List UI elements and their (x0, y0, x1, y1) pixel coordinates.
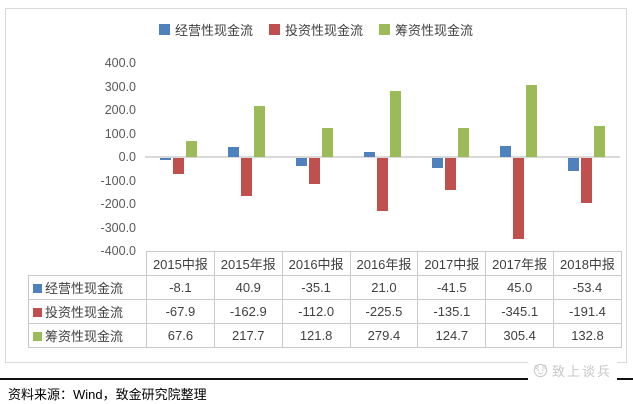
table-value-cell: 67.6 (146, 323, 215, 348)
bar-经营性现金流-2017年报 (499, 146, 511, 157)
legend-swatch-icon (268, 24, 280, 35)
y-axis-tick-label: -200.0 (100, 197, 136, 211)
bar-投资性现金流-2018中报 (580, 158, 592, 203)
bar-筹资性现金流-2016年报 (390, 91, 401, 157)
bar-投资性现金流-2015中报 (173, 158, 185, 174)
y-axis-tick-label: 200.0 (104, 103, 136, 117)
table-column-header: 2016年报 (349, 251, 419, 276)
table-value-cell: -112.0 (281, 299, 351, 324)
table-value-cell: -225.5 (349, 299, 419, 324)
y-axis-tick-label: 400.0 (104, 56, 136, 70)
bar-投资性现金流-2016年报 (377, 158, 388, 211)
row-swatch-icon (33, 332, 42, 341)
legend-label: 经营性现金流 (174, 23, 253, 38)
y-axis-tick-label: 300.0 (104, 79, 136, 94)
table-column-header: 2015年报 (213, 251, 283, 276)
y-axis-tick-label: -400.0 (100, 244, 136, 258)
row-swatch-icon (33, 284, 42, 293)
brand-watermark-text: 致上谈兵 (551, 364, 612, 379)
bar-经营性现金流-2015年报 (228, 147, 240, 157)
table-row: 投资性现金流 -67.9 -162.9 -112.0 -225.5 -135.1 -345.… (28, 299, 622, 324)
legend-item-2: 筹资性现金流 (379, 20, 473, 39)
legend-label: 筹资性现金流 (395, 23, 474, 38)
bar-投资性现金流-2017中报 (444, 158, 456, 190)
table-value-cell: -53.4 (553, 275, 622, 300)
y-axis-tick-label: 0.0 (118, 150, 136, 164)
table-column-header: 2017中报 (417, 251, 487, 276)
bar-经营性现金流-2017中报 (431, 158, 443, 168)
table-value-cell: -8.1 (146, 275, 215, 300)
legend-swatch-icon (379, 24, 390, 35)
plot-area (145, 63, 620, 251)
table-header-row: 2015中报 2015年报 2016中报 2016年报 2017中报 2017年报 2018… (29, 251, 622, 276)
table-value-cell: 124.7 (417, 323, 487, 348)
table-value-cell: 217.7 (213, 323, 283, 348)
y-axis-tick-label: 100.0 (104, 126, 136, 141)
table-value-cell: -67.9 (146, 299, 215, 324)
table-column-header: 2017年报 (485, 251, 555, 276)
row-swatch-icon (33, 308, 42, 317)
source-note: 资料来源：Wind，致金研究院整理 (8, 387, 207, 402)
chart-legend: 经营性现金流 投资性现金流 筹资性现金流 (6, 20, 626, 39)
bar-投资性现金流-2015年报 (241, 158, 253, 197)
legend-label: 投资性现金流 (284, 23, 363, 38)
table-column-header: 2016中报 (281, 251, 351, 276)
table-value-cell: -41.5 (417, 275, 487, 300)
bar-投资性现金流-2016中报 (309, 158, 321, 185)
table-column-header: 2018中报 (553, 251, 622, 276)
table-blank-cell (29, 252, 147, 276)
bar-筹资性现金流-2017年报 (525, 85, 537, 157)
table-value-cell: -191.4 (553, 299, 622, 324)
table-value-cell: 279.4 (349, 323, 419, 348)
cash-flow-chart: 经营性现金流 投资性现金流 筹资性现金流 400.0 300.0 200.0 100.0 0… (5, 8, 627, 363)
table-row-label: 筹资性现金流 (28, 323, 147, 348)
chart-data-table: 2015中报 2015年报 2016中报 2016年报 2017中报 2017年报 2018… (28, 251, 622, 348)
bar-投资性现金流-2017年报 (512, 158, 524, 240)
legend-item-1: 投资性现金流 (268, 20, 363, 39)
legend-item-0: 经营性现金流 (158, 20, 253, 39)
table-value-cell: -135.1 (417, 299, 487, 324)
table-row-label: 经营性现金流 (28, 275, 147, 300)
legend-swatch-icon (158, 24, 170, 35)
bar-经营性现金流-2015中报 (160, 158, 172, 160)
table-value-cell: 21.0 (349, 275, 419, 300)
table-value-cell: -35.1 (281, 275, 351, 300)
table-row: 经营性现金流 -8.1 40.9 -35.1 21.0 -41.5 45.0 -53.4 (28, 275, 622, 300)
bar-筹资性现金流-2017中报 (457, 127, 469, 157)
table-column-header: 2015中报 (146, 251, 215, 276)
table-value-cell: 132.8 (553, 323, 622, 348)
footer-divider (0, 378, 633, 380)
bar-经营性现金流-2018中报 (567, 158, 579, 171)
brand-watermark: 致上谈兵 (527, 361, 617, 380)
table-row-label: 投资性现金流 (28, 299, 147, 324)
table-value-cell: 40.9 (213, 275, 283, 300)
bar-筹资性现金流-2018中报 (593, 125, 605, 157)
table-value-cell: -162.9 (213, 299, 283, 324)
bar-经营性现金流-2016中报 (296, 158, 308, 167)
table-value-cell: 45.0 (485, 275, 555, 300)
table-row: 筹资性现金流 67.6 217.7 121.8 279.4 124.7 305.4 132.8 (28, 323, 622, 348)
bar-筹资性现金流-2015年报 (254, 105, 266, 157)
table-value-cell: 121.8 (281, 323, 351, 348)
table-value-cell: 305.4 (485, 323, 555, 348)
bar-经营性现金流-2016年报 (364, 152, 375, 157)
bar-筹资性现金流-2015中报 (186, 141, 198, 157)
zero-axis-line (145, 156, 620, 158)
y-axis-tick-label: -300.0 (100, 220, 136, 235)
table-value-cell: -345.1 (485, 299, 555, 324)
brand-logo-icon (533, 363, 548, 378)
y-axis-tick-label: -100.0 (100, 173, 136, 188)
bar-筹资性现金流-2016中报 (322, 128, 334, 157)
